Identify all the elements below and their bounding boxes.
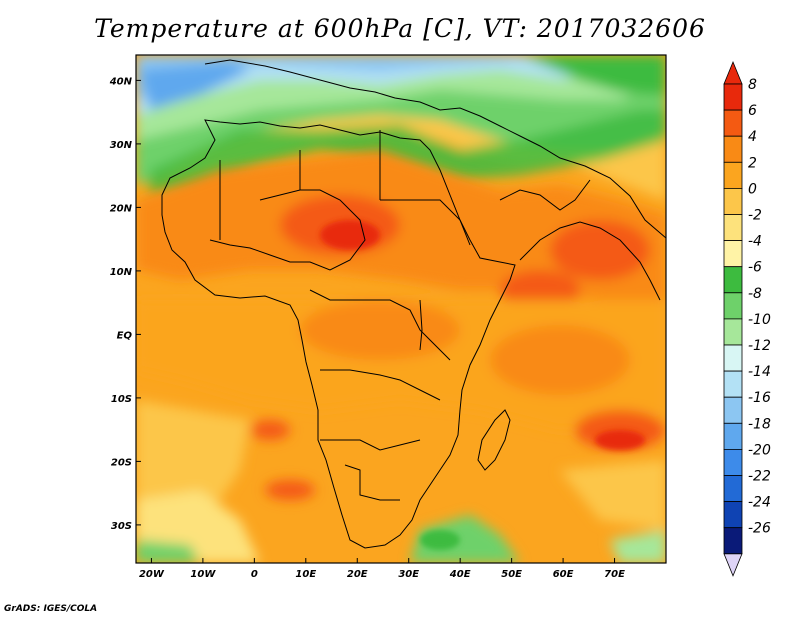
map-title: Temperature at 600hPa [C], VT: 201703260… bbox=[94, 14, 706, 43]
lon-tick-label: 0 bbox=[251, 569, 258, 580]
colorbar-swatch bbox=[723, 448, 743, 476]
colorbar-label: -2 bbox=[748, 208, 762, 224]
lat-tick-label: 30N bbox=[110, 140, 133, 151]
lon-tick-label: 50E bbox=[501, 569, 522, 580]
colorbar-label: -24 bbox=[748, 495, 771, 511]
colorbar-label: -26 bbox=[748, 521, 771, 537]
lat-tick-label: EQ bbox=[117, 330, 133, 341]
colorbar-swatch bbox=[723, 527, 743, 555]
colorbar-swatch bbox=[723, 475, 743, 503]
colorbar-swatch bbox=[723, 422, 743, 450]
colorbar-label: -22 bbox=[748, 469, 771, 485]
colorbar-swatch bbox=[723, 187, 743, 215]
colorbar-swatch bbox=[723, 266, 743, 294]
colorbar-swatch bbox=[723, 109, 743, 137]
colorbar-label: -4 bbox=[748, 234, 762, 250]
map-frame bbox=[135, 54, 667, 564]
colorbar-swatch bbox=[723, 370, 743, 398]
colorbar-swatch bbox=[723, 135, 743, 163]
colorbar-label: -10 bbox=[748, 312, 771, 328]
lon-tick-label: 20E bbox=[347, 569, 368, 580]
lon-tick-label: 30E bbox=[398, 569, 419, 580]
coastlines bbox=[161, 59, 666, 549]
lon-tick-label: 40E bbox=[449, 569, 471, 580]
lon-tick-label: 10E bbox=[295, 569, 316, 580]
colorbar-label: -12 bbox=[748, 338, 771, 354]
colorbar-label: -6 bbox=[748, 260, 762, 276]
colorbar-label: 6 bbox=[748, 103, 757, 119]
lat-tick-label: 30S bbox=[111, 521, 132, 532]
colorbar-label: 2 bbox=[748, 155, 757, 171]
lon-tick-label: 20W bbox=[139, 569, 165, 580]
colorbar-label: -20 bbox=[748, 442, 771, 458]
lat-tick-label: 20S bbox=[111, 457, 132, 468]
colorbar-label: -8 bbox=[748, 286, 762, 302]
colorbar: 8 6 4 2 0 -2 -4 -6 -8 -10 -12 -14 -16 -18 -20 -22 -24 -26 bbox=[723, 60, 771, 577]
lat-tick-label: 10N bbox=[110, 267, 133, 278]
colorbar-swatch bbox=[723, 83, 743, 111]
colorbar-swatch bbox=[723, 396, 743, 424]
colorbar-label: -18 bbox=[748, 416, 771, 432]
colorbar-label: 0 bbox=[748, 181, 757, 197]
colorbar-swatch bbox=[723, 240, 743, 268]
credit-label: GrADS: IGES/COLA bbox=[4, 604, 98, 614]
lat-tick-label: 10S bbox=[111, 394, 132, 405]
colorbar-top-arrow bbox=[723, 60, 743, 85]
colorbar-swatch bbox=[723, 318, 743, 346]
colorbar-label: -16 bbox=[748, 390, 771, 406]
colorbar-swatch bbox=[723, 501, 743, 529]
colorbar-label: -14 bbox=[748, 364, 771, 380]
lon-tick-label: 70E bbox=[604, 569, 625, 580]
lat-tick-label: 40N bbox=[109, 76, 133, 87]
lat-tick-label: 20N bbox=[110, 203, 133, 214]
colorbar-label: 4 bbox=[748, 129, 757, 145]
colorbar-label: 8 bbox=[748, 77, 757, 93]
colorbar-swatch bbox=[723, 292, 743, 320]
colorbar-swatch bbox=[723, 161, 743, 189]
axis-ticks: 20W 10W 0 10E 20E 30E 40E 50E 60E 70E 40N 30N 20N 10N… bbox=[109, 76, 625, 580]
lon-tick-label: 60E bbox=[553, 569, 574, 580]
temperature-field bbox=[136, 55, 666, 563]
colorbar-bottom-arrow bbox=[723, 553, 743, 577]
colorbar-swatch bbox=[723, 214, 743, 242]
colorbar-swatch bbox=[723, 344, 743, 372]
lon-tick-label: 10W bbox=[190, 569, 216, 580]
